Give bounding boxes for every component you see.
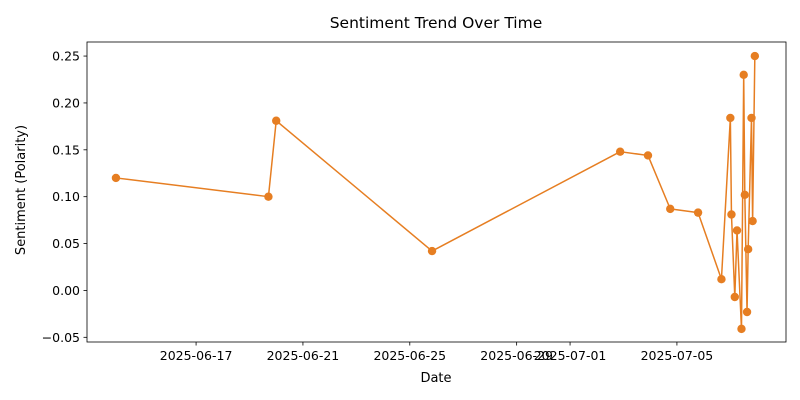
data-point [739,70,748,80]
data-point [727,210,736,219]
x-tick-label: 2025-07-05 [641,348,714,363]
data-point [743,244,753,254]
x-tick-label: 2025-06-21 [267,348,340,363]
data-point [427,246,437,256]
x-tick-label: 2025-06-25 [373,348,446,363]
x-axis: 2025-06-17 2025-06-21 2025-06-25 2025-06-29… [160,342,713,363]
x-axis-title: Date [420,371,451,386]
y-tick-label: 0.00 [52,283,80,298]
y-tick-label: 0.05 [52,236,80,251]
data-point [730,292,739,302]
x-tick-label: 2025-06-29 [480,348,553,363]
data-point [693,208,703,217]
data-point [748,216,757,226]
data-point [264,192,273,201]
data-point [742,307,752,317]
y-tick-label: −0.05 [42,330,80,345]
data-point [272,116,281,125]
data-point [111,173,121,183]
data-point [717,274,726,284]
y-tick-label: 0.10 [52,189,80,204]
data-point [747,113,756,123]
x-tick-label: 2025-07-01 [534,348,607,363]
y-tick-label: 0.15 [52,142,80,157]
data-point [740,190,750,200]
plot-area [86,41,787,343]
y-tick-label: 0.25 [52,49,80,64]
y-tick-label: 0.20 [52,95,80,110]
data-point [615,147,625,156]
data-point [643,151,653,160]
y-axis-title: Sentiment (Polarity) [14,125,29,255]
data-point [737,324,746,334]
plot-frame [86,41,787,343]
series-group [111,51,760,334]
x-tick-label: 2025-06-17 [160,348,233,363]
data-point [726,113,735,123]
series-line [115,56,756,330]
data-point [732,226,742,235]
data-point [666,204,675,214]
y-axis: −0.05 0.00 0.05 0.10 0.15 0.20 0.25 [42,49,87,345]
chart-title: Sentiment Trend Over Time [330,14,543,32]
data-point [750,51,760,61]
